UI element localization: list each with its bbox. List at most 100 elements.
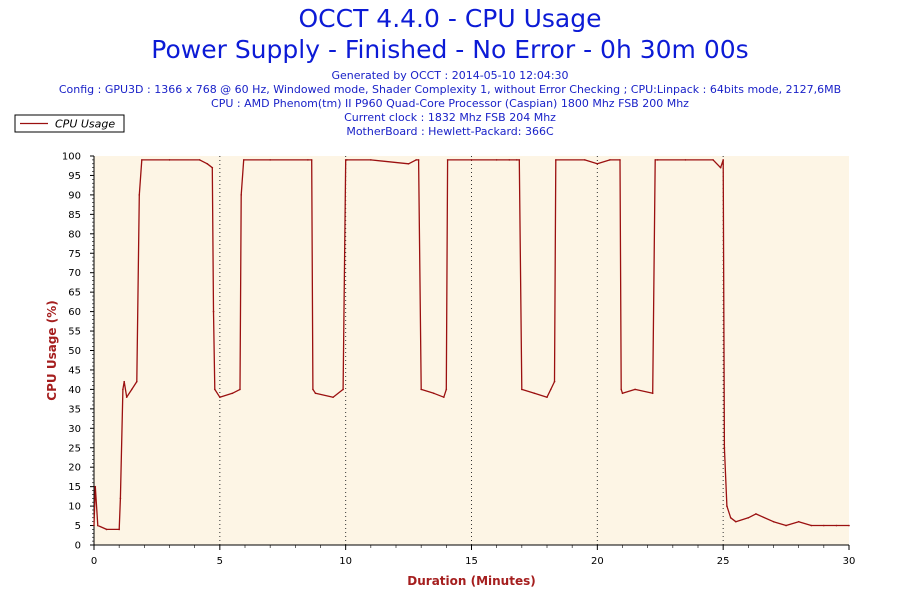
y-tick-label: 100 bbox=[62, 152, 81, 163]
x-tick-label: 10 bbox=[339, 556, 352, 567]
info-generated: Generated by OCCT : 2014-05-10 12:04:30 bbox=[331, 69, 569, 82]
data-point bbox=[415, 159, 417, 161]
data-point bbox=[726, 505, 728, 507]
data-point bbox=[621, 392, 624, 395]
data-point bbox=[212, 310, 215, 313]
data-point bbox=[495, 159, 498, 161]
data-point bbox=[823, 524, 825, 527]
data-point bbox=[848, 524, 850, 527]
data-point bbox=[596, 162, 599, 165]
data-point bbox=[470, 159, 473, 161]
y-tick-label: 75 bbox=[68, 249, 81, 260]
data-point bbox=[654, 159, 657, 161]
data-point bbox=[94, 485, 97, 488]
y-tick-label: 65 bbox=[68, 288, 81, 299]
legend-box bbox=[14, 114, 125, 133]
x-tick-label: 25 bbox=[717, 556, 730, 567]
legend-label-cpu-usage: CPU Usage bbox=[55, 118, 115, 131]
x-tick-label: 15 bbox=[465, 556, 478, 567]
data-point bbox=[521, 388, 523, 391]
data-point bbox=[135, 380, 138, 383]
data-point bbox=[446, 159, 449, 161]
data-point bbox=[307, 159, 309, 161]
y-tick-label: 25 bbox=[68, 443, 81, 454]
data-point bbox=[96, 524, 99, 527]
data-point bbox=[314, 392, 317, 395]
data-point bbox=[734, 520, 737, 523]
y-tick-label: 30 bbox=[68, 424, 81, 435]
data-point bbox=[231, 392, 234, 395]
data-point bbox=[722, 159, 724, 161]
data-point bbox=[240, 194, 243, 196]
y-tick-label: 70 bbox=[68, 268, 81, 279]
data-point bbox=[214, 388, 216, 391]
data-point bbox=[747, 516, 750, 519]
data-point bbox=[555, 159, 557, 161]
data-point bbox=[508, 159, 511, 161]
data-point bbox=[583, 159, 586, 161]
y-tick-label: 20 bbox=[68, 463, 81, 474]
data-point bbox=[723, 446, 726, 449]
y-axis-title: CPU Usage (%) bbox=[45, 300, 59, 400]
data-point bbox=[346, 159, 348, 161]
data-point bbox=[546, 396, 548, 398]
data-point bbox=[785, 524, 787, 527]
data-point bbox=[105, 528, 108, 531]
data-point bbox=[516, 159, 518, 161]
data-point bbox=[772, 520, 775, 523]
x-tick-label: 30 bbox=[843, 556, 856, 567]
data-point bbox=[656, 159, 659, 161]
data-point bbox=[443, 396, 445, 398]
data-point bbox=[370, 159, 372, 161]
data-point bbox=[835, 524, 838, 527]
data-point bbox=[445, 388, 448, 391]
data-point bbox=[118, 528, 120, 531]
data-point bbox=[810, 524, 813, 527]
chart-subtitle: Power Supply - Finished - No Error - 0h … bbox=[151, 35, 749, 64]
data-point bbox=[553, 380, 556, 383]
data-point bbox=[719, 166, 722, 169]
plot-area bbox=[94, 156, 849, 545]
data-point bbox=[198, 159, 201, 161]
y-tick-label: 50 bbox=[68, 346, 81, 357]
data-point bbox=[242, 159, 245, 161]
data-point bbox=[609, 159, 611, 161]
data-point bbox=[219, 396, 221, 398]
data-point bbox=[797, 520, 800, 523]
data-point bbox=[518, 159, 521, 161]
y-tick-label: 0 bbox=[75, 541, 81, 552]
info-cpu: CPU : AMD Phenom(tm) II P960 Quad-Core P… bbox=[211, 97, 689, 110]
data-point bbox=[211, 166, 214, 169]
data-point bbox=[533, 392, 536, 395]
data-point bbox=[619, 159, 621, 161]
series-line-cpu-usage bbox=[93, 159, 849, 531]
data-point bbox=[312, 388, 314, 391]
data-point bbox=[417, 159, 420, 161]
data-point bbox=[122, 388, 124, 391]
y-tick-label: 10 bbox=[68, 502, 81, 513]
data-point bbox=[125, 396, 128, 398]
data-point bbox=[420, 388, 422, 391]
info-config: Config : GPU3D : 1366 x 768 @ 60 Hz, Win… bbox=[58, 83, 842, 96]
y-tick-label: 95 bbox=[68, 171, 81, 182]
data-point bbox=[138, 194, 141, 196]
x-tick-label: 0 bbox=[91, 556, 97, 567]
data-point bbox=[93, 524, 95, 527]
data-point bbox=[342, 388, 344, 391]
data-point bbox=[407, 162, 410, 165]
data-point bbox=[712, 159, 714, 161]
y-tick-label: 85 bbox=[68, 210, 81, 221]
y-tick-label: 55 bbox=[68, 327, 81, 338]
data-point bbox=[269, 159, 271, 161]
data-point bbox=[651, 392, 654, 395]
data-point bbox=[755, 513, 757, 515]
data-point bbox=[684, 159, 687, 161]
y-tick-label: 40 bbox=[68, 385, 81, 396]
data-point bbox=[206, 162, 209, 165]
y-tick-label: 5 bbox=[75, 521, 81, 532]
y-tick-label: 45 bbox=[68, 365, 81, 376]
data-point bbox=[130, 388, 133, 391]
data-point bbox=[634, 388, 636, 391]
x-tick-label: 5 bbox=[217, 556, 223, 567]
